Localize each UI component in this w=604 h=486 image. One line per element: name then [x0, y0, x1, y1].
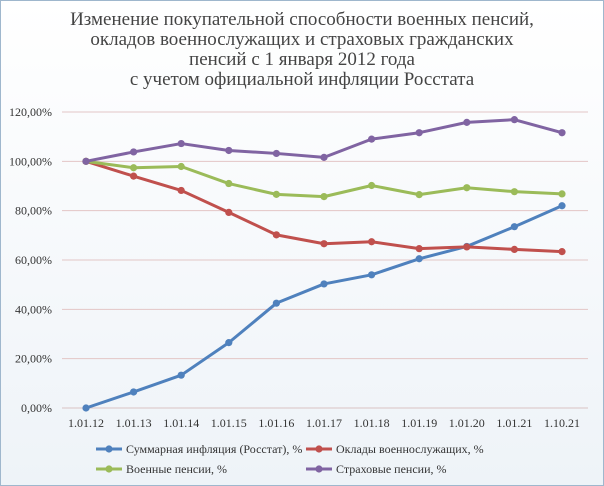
data-point: [320, 193, 328, 201]
data-point: [558, 129, 566, 137]
data-point: [272, 190, 280, 198]
data-point: [130, 388, 138, 396]
legend-swatch-marker: [105, 445, 113, 453]
y-tick-label: 100,00%: [9, 154, 52, 168]
data-point: [177, 371, 185, 379]
data-point: [415, 245, 423, 253]
data-point: [510, 188, 518, 196]
x-tick-label: 1.01.19: [401, 416, 437, 430]
data-point: [130, 164, 138, 172]
data-point: [510, 116, 518, 124]
data-point: [272, 231, 280, 239]
data-point: [558, 190, 566, 198]
legend-label: Военные пенсии, %: [126, 462, 227, 476]
x-tick-label: 1.01.17: [306, 416, 342, 430]
data-point: [82, 157, 90, 165]
data-point: [225, 179, 233, 188]
chart-title-line-4: с учетом официальной инфляции Росстата: [129, 69, 475, 90]
chart-title-line-1: Изменение покупательной способности воен…: [70, 9, 534, 30]
series-line-1: [84, 204, 564, 410]
data-point: [82, 404, 90, 412]
y-tick-label: 40,00%: [15, 302, 52, 316]
data-point: [272, 149, 280, 158]
data-point: [225, 339, 233, 347]
x-tick-label: 1.01.12: [68, 416, 104, 430]
chart-title: Изменение покупательной способности воен…: [0, 10, 604, 90]
data-point: [463, 118, 471, 126]
data-point: [225, 208, 233, 216]
data-point: [415, 255, 423, 263]
x-tick-label: 1.01.13: [116, 416, 152, 430]
legend-swatch-marker: [315, 445, 323, 453]
data-point: [463, 184, 471, 192]
data-point: [558, 248, 566, 256]
legend-swatch-marker: [315, 465, 323, 473]
series-line-3: [84, 159, 564, 199]
data-point: [368, 181, 376, 190]
data-point: [177, 162, 185, 171]
data-point: [368, 135, 376, 143]
chart-title-line-2: окладов военнослужащих и страховых гражд…: [90, 29, 514, 50]
data-point: [510, 223, 518, 231]
data-point: [177, 186, 185, 195]
data-point: [320, 153, 328, 161]
x-tick-label: 1.10.21: [544, 416, 580, 430]
data-point: [225, 146, 233, 155]
data-point: [130, 172, 138, 180]
x-tick-label: 1.01.20: [449, 416, 485, 430]
data-point: [368, 271, 376, 279]
y-tick-label: 60,00%: [15, 253, 52, 267]
data-point: [320, 280, 328, 288]
data-point: [368, 238, 376, 246]
data-point: [510, 245, 518, 253]
data-point: [130, 148, 138, 156]
x-tick-label: 1.01.21: [496, 416, 532, 430]
data-point: [320, 240, 328, 248]
y-tick-label: 20,00%: [15, 352, 52, 366]
data-point: [177, 139, 185, 148]
x-tick-label: 1.01.16: [258, 416, 294, 430]
legend-label: Страховые пенсии, %: [336, 462, 447, 476]
x-tick-label: 1.01.18: [354, 416, 390, 430]
data-point: [415, 129, 423, 137]
x-tick-label: 1.01.15: [211, 416, 247, 430]
data-point: [415, 191, 423, 199]
data-point: [463, 243, 471, 251]
chart-title-line-3: пенсий с 1 января 2012 года: [189, 49, 415, 70]
legend-label: Оклады военнослужащих, %: [336, 442, 484, 456]
y-tick-label: 0,00%: [21, 401, 52, 415]
data-point: [558, 202, 566, 210]
y-tick-label: 80,00%: [15, 204, 52, 218]
y-tick-label: 120,00%: [9, 105, 52, 119]
legend-label: Суммарная инфляция (Росстат), %: [126, 442, 302, 456]
legend-swatch-marker: [105, 465, 113, 473]
x-tick-label: 1.01.14: [163, 416, 199, 430]
data-point: [272, 299, 280, 307]
